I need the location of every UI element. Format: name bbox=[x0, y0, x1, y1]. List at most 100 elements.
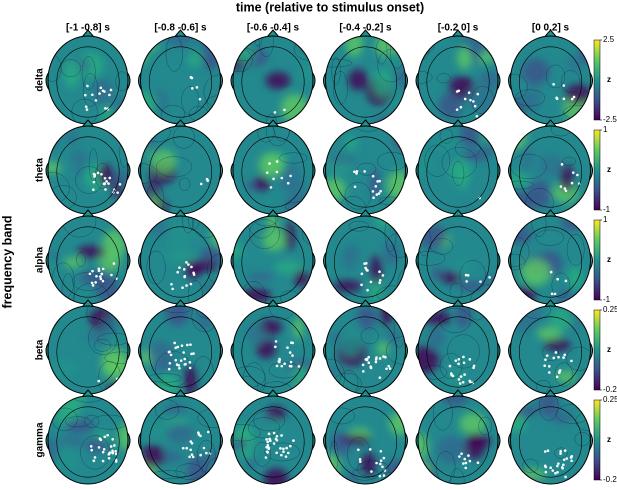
electrode-marker bbox=[288, 364, 292, 368]
electrode-marker bbox=[387, 364, 390, 368]
topoplot bbox=[45, 119, 131, 215]
electrode-marker bbox=[101, 267, 105, 271]
electrode-marker bbox=[455, 108, 459, 111]
electrode-marker bbox=[378, 270, 381, 274]
blob bbox=[556, 370, 576, 383]
electrode-marker bbox=[95, 274, 98, 278]
contour bbox=[561, 70, 581, 93]
blob bbox=[525, 85, 542, 113]
electrode-marker bbox=[576, 173, 579, 177]
electrode-marker bbox=[272, 442, 276, 445]
electrode-marker bbox=[104, 188, 107, 191]
electrode-marker bbox=[266, 440, 269, 444]
electrode-marker bbox=[190, 453, 194, 456]
topoplot bbox=[230, 209, 316, 305]
electrode-marker bbox=[108, 451, 112, 454]
contour bbox=[545, 64, 566, 89]
blob bbox=[148, 216, 167, 238]
contour bbox=[449, 282, 463, 300]
electrode-marker bbox=[462, 361, 466, 365]
electrode-marker bbox=[558, 369, 562, 372]
contour bbox=[325, 358, 345, 394]
topoplot bbox=[508, 389, 593, 485]
blob bbox=[538, 153, 564, 177]
electrode-marker bbox=[366, 269, 369, 272]
electrode-marker bbox=[381, 465, 384, 469]
blob bbox=[98, 163, 114, 185]
electrode-marker bbox=[457, 362, 460, 366]
blob bbox=[361, 452, 377, 477]
electrode-marker bbox=[562, 458, 566, 461]
inner-circle bbox=[333, 406, 397, 478]
electrode-marker bbox=[277, 360, 281, 363]
blob bbox=[567, 266, 583, 291]
electrode-marker bbox=[466, 274, 470, 277]
electrode-marker bbox=[375, 193, 379, 196]
electrode-marker bbox=[289, 360, 293, 364]
scalp-map bbox=[510, 306, 591, 394]
blob bbox=[245, 323, 265, 345]
electrode-marker bbox=[549, 466, 552, 469]
blob bbox=[85, 439, 109, 453]
electrode-marker bbox=[266, 451, 270, 454]
topoplot bbox=[138, 29, 223, 125]
contour bbox=[535, 229, 565, 246]
electrode-marker bbox=[291, 354, 294, 357]
colorbar-tick-label: 0.25 bbox=[603, 395, 617, 404]
contour bbox=[249, 219, 280, 249]
electrode-marker bbox=[114, 450, 117, 453]
electrode-marker bbox=[110, 273, 113, 277]
contour bbox=[233, 197, 248, 214]
blob bbox=[447, 359, 466, 388]
contour bbox=[165, 36, 183, 72]
contour bbox=[115, 71, 128, 92]
electrode-marker bbox=[189, 76, 193, 79]
electrode-marker bbox=[289, 174, 292, 178]
electrode-marker bbox=[553, 292, 557, 296]
electrode-marker bbox=[361, 363, 365, 367]
scalp-map bbox=[140, 216, 221, 304]
electrode-marker bbox=[555, 97, 559, 101]
electrode-marker bbox=[278, 357, 281, 361]
blob bbox=[457, 46, 472, 70]
blob bbox=[265, 71, 291, 90]
inner-circle bbox=[241, 406, 305, 478]
electrode-marker bbox=[379, 189, 382, 193]
electrode-marker bbox=[272, 431, 276, 435]
contour bbox=[344, 181, 372, 210]
inner-circle bbox=[333, 316, 397, 388]
scalp-map bbox=[48, 216, 128, 304]
electrode-marker bbox=[552, 356, 556, 360]
scalp-map bbox=[418, 36, 498, 124]
electrode-marker bbox=[355, 172, 358, 175]
electrode-marker bbox=[464, 273, 468, 277]
colorbar bbox=[593, 399, 601, 481]
contour bbox=[83, 73, 98, 107]
electrode-marker bbox=[192, 271, 195, 275]
electrode-marker bbox=[363, 262, 366, 265]
electrode-marker bbox=[556, 464, 559, 468]
inner-circle bbox=[333, 136, 397, 208]
electrode-marker bbox=[107, 456, 111, 460]
inner-circle bbox=[241, 136, 305, 208]
electrode-marker bbox=[570, 454, 574, 458]
electrode-marker bbox=[382, 474, 386, 477]
electrode-marker bbox=[476, 92, 480, 96]
topoplot bbox=[323, 389, 408, 485]
electrode-marker bbox=[266, 443, 270, 447]
blob bbox=[510, 287, 537, 303]
y-axis-label: frequency band bbox=[0, 215, 14, 308]
electrode-marker bbox=[552, 83, 555, 86]
blobs bbox=[48, 229, 127, 302]
electrode-marker bbox=[572, 95, 576, 99]
electrode-marker bbox=[188, 366, 192, 370]
contour bbox=[566, 346, 591, 371]
topoplot bbox=[138, 209, 223, 305]
scalp-map bbox=[233, 396, 313, 484]
contour bbox=[455, 139, 481, 158]
topoplot bbox=[45, 209, 131, 305]
head-outline bbox=[510, 395, 591, 485]
electrode-marker bbox=[461, 380, 465, 384]
electrode-marker bbox=[111, 438, 115, 441]
blob bbox=[63, 257, 83, 268]
